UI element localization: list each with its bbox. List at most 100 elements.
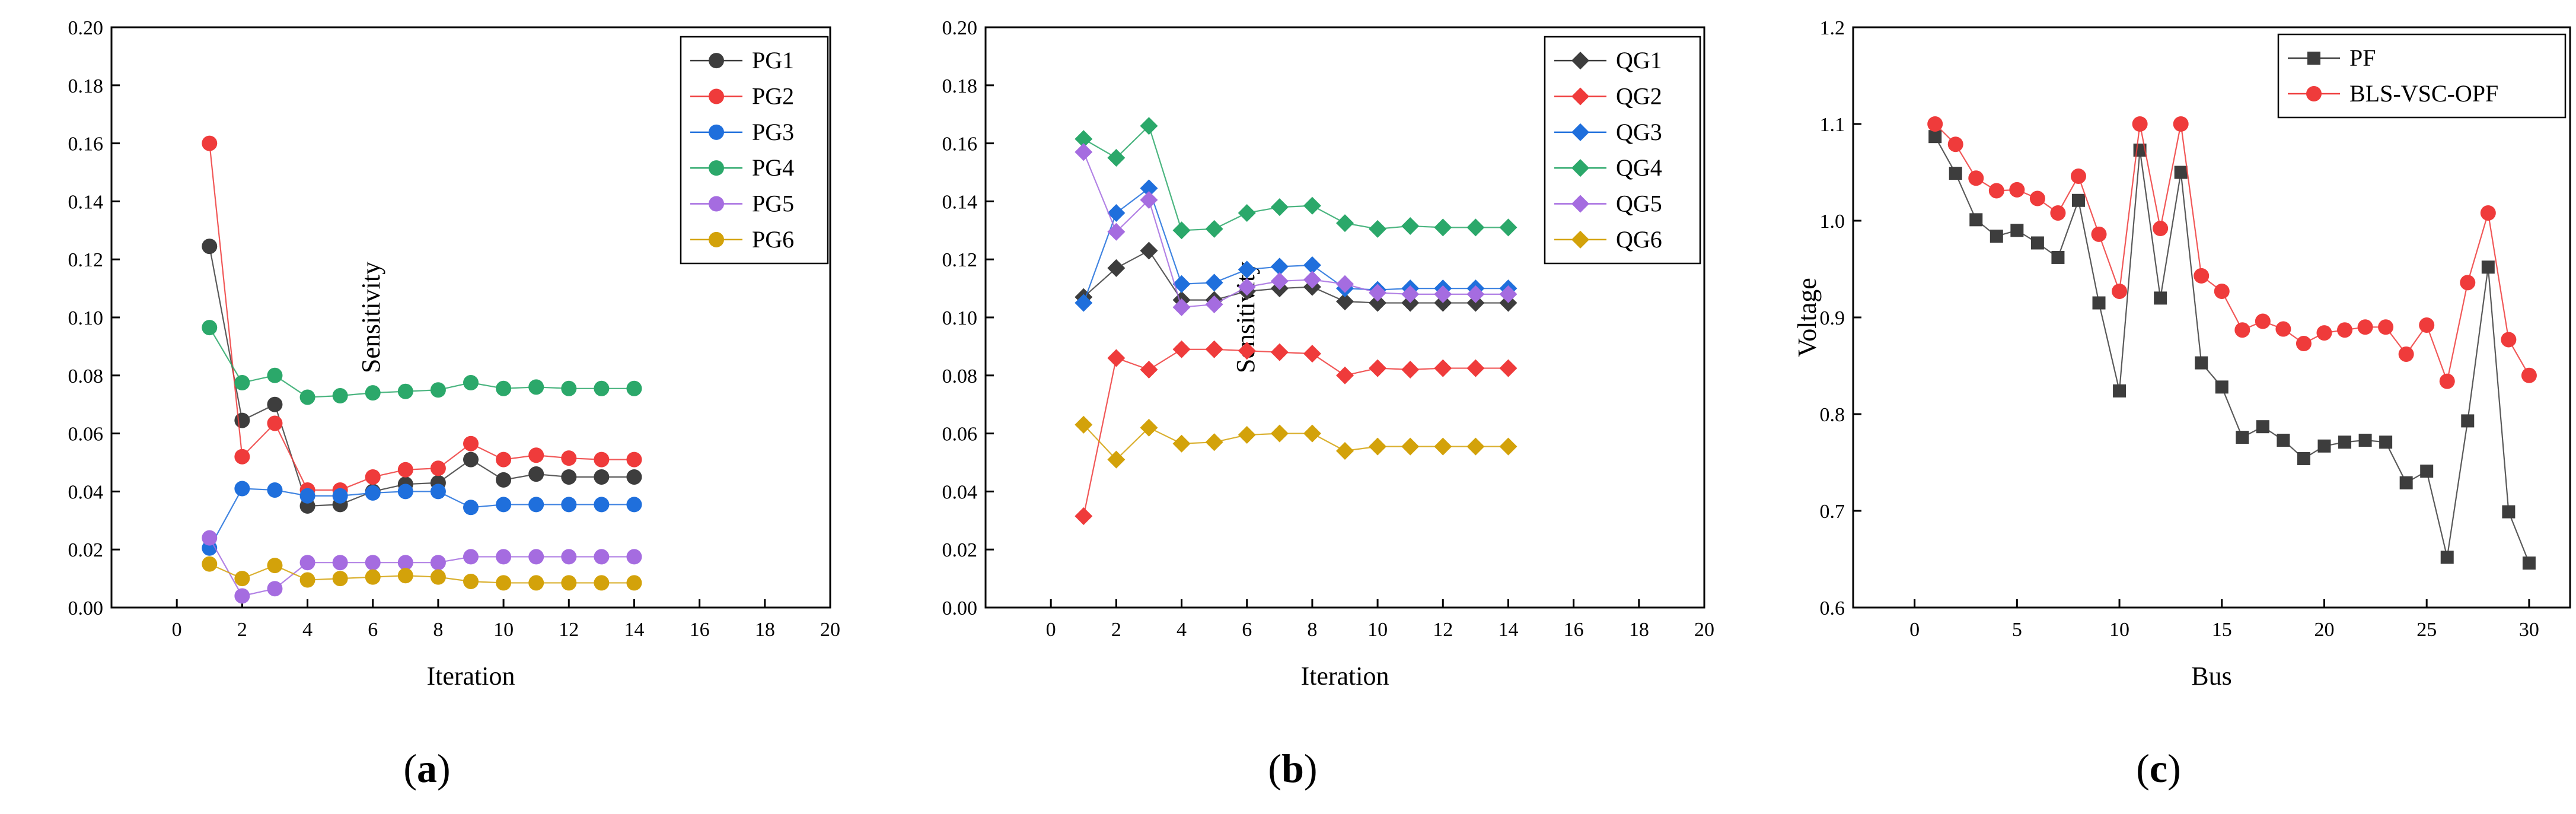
legend-marker	[709, 53, 724, 69]
data-point	[2501, 332, 2517, 348]
series-PG6	[202, 556, 642, 591]
legend-marker	[709, 196, 724, 212]
y-tick-label: 0.14	[68, 191, 104, 213]
data-point	[1205, 295, 1223, 313]
y-axis-title: Voltage	[1793, 278, 1822, 357]
data-point	[1107, 222, 1126, 241]
data-point	[594, 469, 610, 485]
data-point	[1466, 285, 1485, 303]
data-point	[2071, 193, 2085, 207]
legend: QG1 QG2 QG3 QG4 QG5 QG6	[1544, 36, 1701, 265]
x-tick-label: 0	[172, 619, 182, 641]
data-point	[299, 389, 315, 405]
data-point	[1140, 241, 1158, 260]
data-point	[2194, 268, 2210, 284]
x-tick-label: 4	[302, 619, 313, 641]
legend-label: PG6	[752, 226, 794, 253]
data-point	[1140, 179, 1158, 198]
y-tick-label: 1.1	[1820, 114, 1845, 136]
data-point	[1990, 230, 2003, 243]
data-point	[1075, 415, 1093, 434]
legend-label: QG2	[1616, 83, 1662, 110]
data-point	[463, 573, 479, 589]
data-point	[1336, 366, 1354, 384]
data-point	[332, 555, 348, 571]
data-point	[1928, 130, 1942, 144]
data-point	[430, 484, 446, 500]
data-point	[1107, 450, 1126, 469]
y-tick-label: 1.0	[1820, 211, 1845, 233]
data-point	[1140, 418, 1158, 437]
data-point	[1369, 294, 1387, 312]
data-point	[496, 472, 512, 488]
legend-label: PG5	[752, 190, 794, 217]
data-point	[2010, 224, 2024, 237]
data-point	[1369, 359, 1387, 377]
y-tick-label: 0.16	[68, 133, 104, 155]
data-point	[1238, 204, 1256, 222]
data-point	[2317, 439, 2331, 453]
data-point	[1172, 275, 1191, 293]
y-tick-label: 0.10	[942, 307, 978, 329]
data-point	[1172, 340, 1191, 358]
data-point	[496, 575, 512, 591]
y-tick-label: 0.16	[942, 133, 978, 155]
x-tick-label: 2	[1111, 619, 1121, 641]
data-point	[365, 555, 381, 571]
x-tick-label: 0	[1909, 619, 1920, 641]
data-point	[1401, 217, 1420, 235]
data-point	[365, 569, 381, 585]
data-point	[1238, 342, 1256, 360]
legend-marker	[1571, 195, 1589, 213]
x-tick-label: 0	[1046, 619, 1056, 641]
data-point	[1075, 507, 1093, 525]
data-point	[202, 239, 218, 255]
data-point	[1270, 343, 1289, 361]
panel-label-c: (c)	[2136, 746, 2181, 791]
data-point	[2132, 116, 2148, 132]
data-point	[1107, 349, 1126, 367]
data-point	[1466, 437, 1485, 456]
x-tick-label: 5	[2012, 619, 2022, 641]
data-point	[2236, 431, 2249, 444]
data-point	[2378, 319, 2394, 335]
x-tick-label: 16	[690, 619, 710, 641]
data-point	[2522, 557, 2536, 570]
data-point	[2379, 435, 2393, 449]
data-point	[496, 380, 512, 396]
legend-box	[1544, 36, 1701, 265]
data-point	[430, 382, 446, 398]
data-point	[234, 375, 250, 391]
data-point	[1968, 170, 1984, 186]
y-tick-label: 0.18	[68, 75, 104, 97]
series-PG4	[202, 320, 642, 405]
x-axis-title: Iteration	[1300, 662, 1389, 691]
y-tick-label: 0.06	[942, 424, 978, 446]
data-point	[528, 447, 544, 463]
data-point	[2358, 434, 2372, 447]
data-point	[2460, 275, 2476, 291]
data-point	[234, 588, 250, 604]
legend-label: PG3	[752, 119, 794, 145]
x-tick-label: 15	[2212, 619, 2232, 641]
data-point	[463, 549, 479, 565]
data-point	[332, 488, 348, 504]
data-point	[1434, 218, 1452, 237]
y-axis-title: Sensitivity	[356, 262, 385, 373]
data-point	[1988, 183, 2004, 199]
data-point	[365, 485, 381, 501]
data-point	[1075, 143, 1093, 161]
series-PG3	[202, 481, 642, 556]
data-point	[2480, 205, 2496, 221]
data-point	[561, 497, 577, 513]
y-tick-label: 0.9	[1820, 307, 1845, 329]
series-line	[1934, 123, 2530, 384]
data-point	[1466, 359, 1485, 377]
data-point	[1927, 116, 1943, 132]
x-tick-label: 18	[755, 619, 775, 641]
data-point	[561, 450, 577, 466]
data-point	[1172, 221, 1191, 240]
data-point	[2399, 476, 2413, 489]
data-point	[2357, 319, 2373, 335]
